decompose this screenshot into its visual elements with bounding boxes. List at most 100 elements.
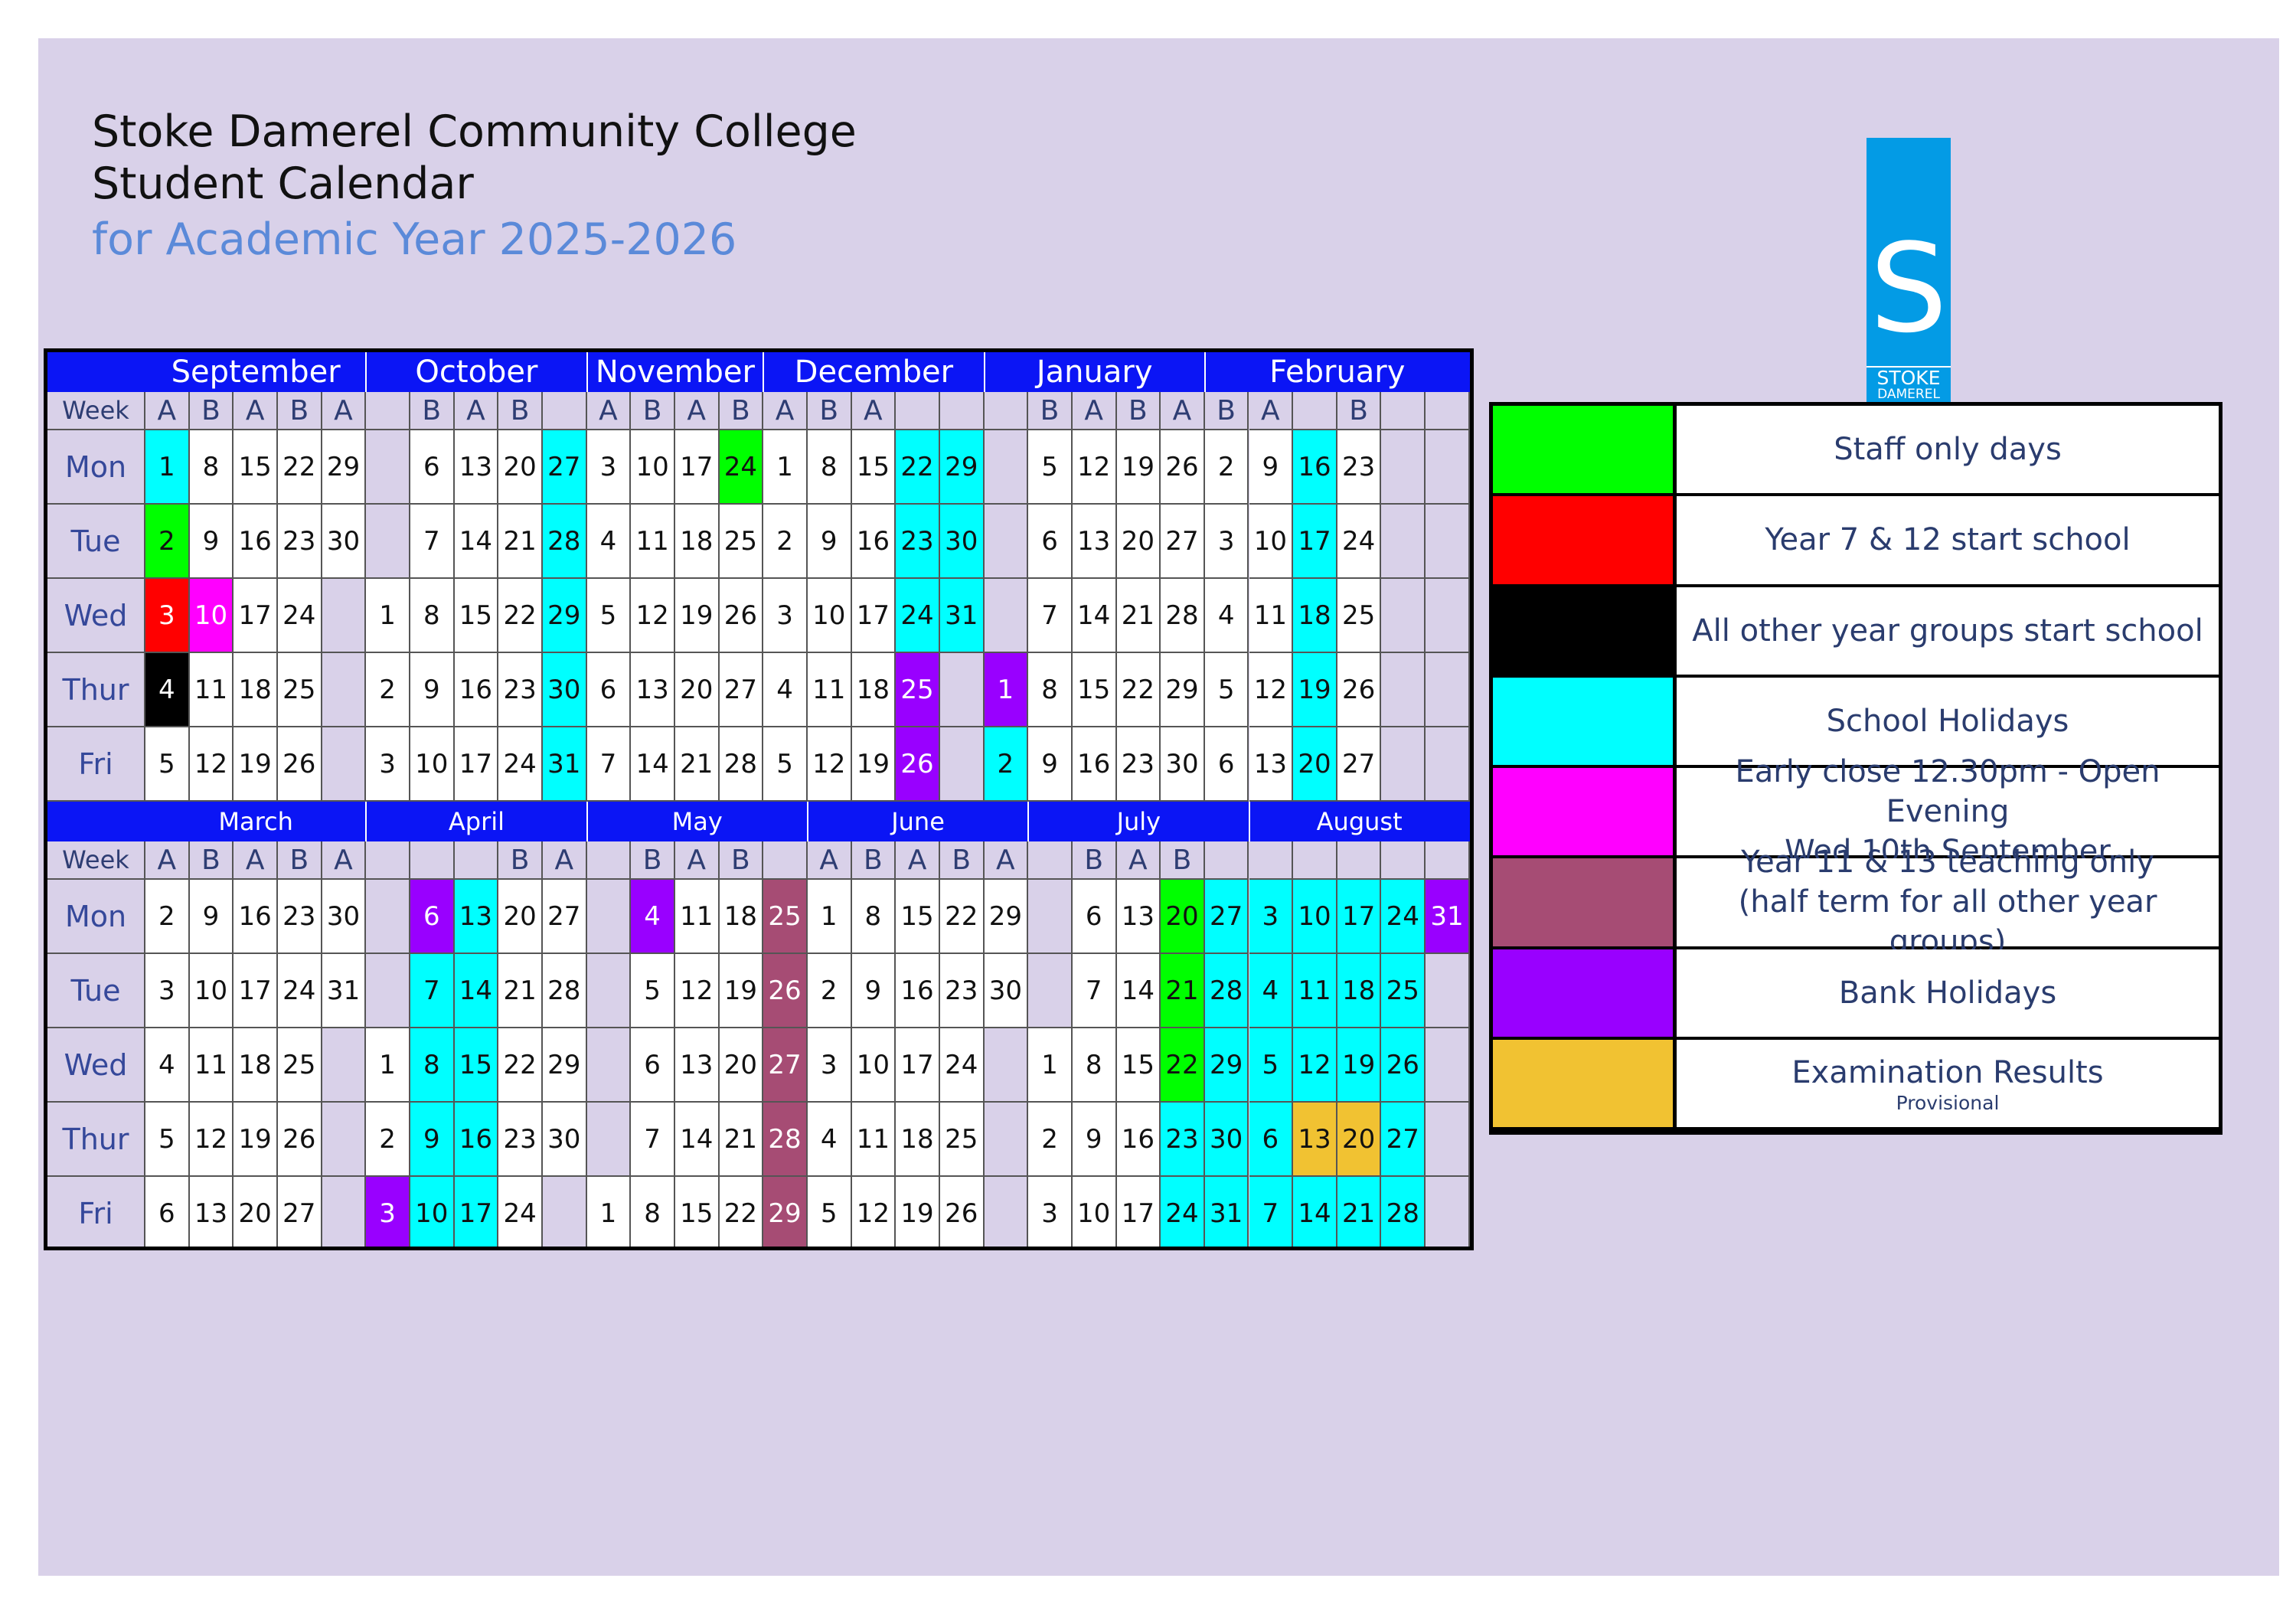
day-cell: 10 (631, 430, 675, 505)
legend-label: Staff only days (1834, 432, 2062, 468)
month-divider (1248, 802, 1250, 841)
day-cell: 28 (1381, 1177, 1426, 1247)
empty-day-cell (586, 1103, 632, 1177)
empty-day-cell (1426, 954, 1470, 1028)
day-cell: 21 (674, 727, 720, 802)
day-cell: 11 (189, 1028, 234, 1103)
day-cell: 10 (189, 579, 234, 653)
legend-item: Year 11 & 13 teaching only (half term for… (1493, 845, 2219, 959)
legend-item: All other year groups start school (1493, 587, 2219, 675)
day-cell: 29 (939, 430, 985, 505)
day-cell: 27 (1204, 880, 1249, 954)
weekday-label: Thur (47, 1103, 145, 1177)
empty-day-cell (366, 954, 410, 1028)
empty-day-cell (586, 954, 632, 1028)
day-cell: 27 (542, 430, 587, 505)
day-cell: 27 (1161, 505, 1205, 579)
day-cell: 3 (1028, 1177, 1073, 1247)
day-cell: 22 (896, 430, 940, 505)
week-ab-cell: B (719, 392, 764, 430)
day-cell: 8 (410, 1028, 455, 1103)
week-ab-cell: B (1116, 392, 1161, 430)
legend-text: All other year groups start school (1677, 587, 2219, 675)
empty-day-cell (322, 653, 367, 727)
day-cell: 31 (1426, 880, 1470, 954)
day-cell: 28 (542, 505, 587, 579)
legend-label: Early close 12.30pm - Open Evening (1735, 754, 2160, 830)
day-cell: 1 (807, 880, 852, 954)
empty-day-cell (1381, 505, 1426, 579)
day-cell: 30 (542, 1103, 587, 1177)
calendar-title: Student Calendar (92, 158, 474, 209)
day-cell: 22 (277, 430, 322, 505)
day-cell: 27 (542, 880, 587, 954)
week-ab-cell (984, 392, 1029, 430)
day-cell: 5 (631, 954, 675, 1028)
empty-day-cell (1028, 954, 1073, 1028)
week-ab-cell: A (322, 841, 367, 880)
day-cell: 5 (586, 579, 632, 653)
day-cell: 9 (189, 505, 234, 579)
legend-swatch (1493, 949, 1673, 1037)
legend-item: Examination Results Provisional (1493, 1039, 2219, 1127)
legend-label-line2: (half term for all other year groups) (1738, 884, 2157, 960)
day-cell: 13 (189, 1177, 234, 1247)
logo-word-stoke: STOKE (1867, 366, 1951, 389)
legend-label: All other year groups start school (1692, 613, 2203, 649)
day-cell: 4 (145, 1028, 190, 1103)
day-cell: 17 (896, 1028, 940, 1103)
day-cell: 28 (542, 954, 587, 1028)
empty-day-cell (984, 505, 1029, 579)
week-ab-cell: B (277, 392, 322, 430)
day-cell: 31 (542, 727, 587, 802)
day-cell: 9 (851, 954, 897, 1028)
day-cell: 10 (410, 727, 455, 802)
day-cell: 19 (234, 727, 278, 802)
day-cell: 5 (763, 727, 808, 802)
day-cell: 10 (1072, 1177, 1117, 1247)
day-cell: 11 (674, 880, 720, 954)
day-cell: 2 (984, 727, 1029, 802)
day-cell: 22 (1116, 653, 1161, 727)
week-ab-cell: A (586, 392, 632, 430)
day-cell: 7 (1028, 579, 1073, 653)
day-cell: 8 (1028, 653, 1073, 727)
legend-text: School Holidays (1677, 677, 2219, 765)
day-cell: 11 (1249, 579, 1294, 653)
day-cell: 14 (1072, 579, 1117, 653)
day-cell: 8 (807, 430, 852, 505)
month-divider (586, 802, 588, 841)
month-header-bar (47, 352, 1470, 392)
day-cell: 15 (1072, 653, 1117, 727)
day-cell: 12 (807, 727, 852, 802)
day-cell: 8 (1072, 1028, 1117, 1103)
day-cell: 25 (1381, 954, 1426, 1028)
day-cell: 10 (851, 1028, 897, 1103)
day-cell: 1 (366, 579, 410, 653)
weekday-label: Mon (47, 430, 145, 505)
month-label: December (794, 355, 954, 390)
week-ab-cell: B (410, 392, 455, 430)
day-cell: 5 (145, 1103, 190, 1177)
day-cell: 27 (763, 1028, 808, 1103)
day-cell: 16 (1116, 1103, 1161, 1177)
day-cell: 3 (366, 727, 410, 802)
day-cell: 30 (542, 653, 587, 727)
day-cell: 9 (1249, 430, 1294, 505)
day-cell: 18 (1293, 579, 1337, 653)
empty-day-cell (1381, 727, 1426, 802)
week-ab-cell: A (454, 392, 499, 430)
month-label: January (1036, 355, 1153, 390)
day-cell: 6 (1249, 1103, 1294, 1177)
day-cell: 4 (1204, 579, 1249, 653)
day-cell: 5 (1249, 1028, 1294, 1103)
legend-swatch (1493, 768, 1673, 856)
week-ab-cell (1381, 841, 1426, 880)
day-cell: 13 (1293, 1103, 1337, 1177)
legend: Staff only days Year 7 & 12 start school A… (1489, 402, 2223, 1135)
day-cell: 13 (1116, 880, 1161, 954)
week-ab-cell: A (234, 392, 278, 430)
month-label: April (448, 807, 505, 836)
day-cell: 13 (631, 653, 675, 727)
week-ab-cell: A (1116, 841, 1161, 880)
